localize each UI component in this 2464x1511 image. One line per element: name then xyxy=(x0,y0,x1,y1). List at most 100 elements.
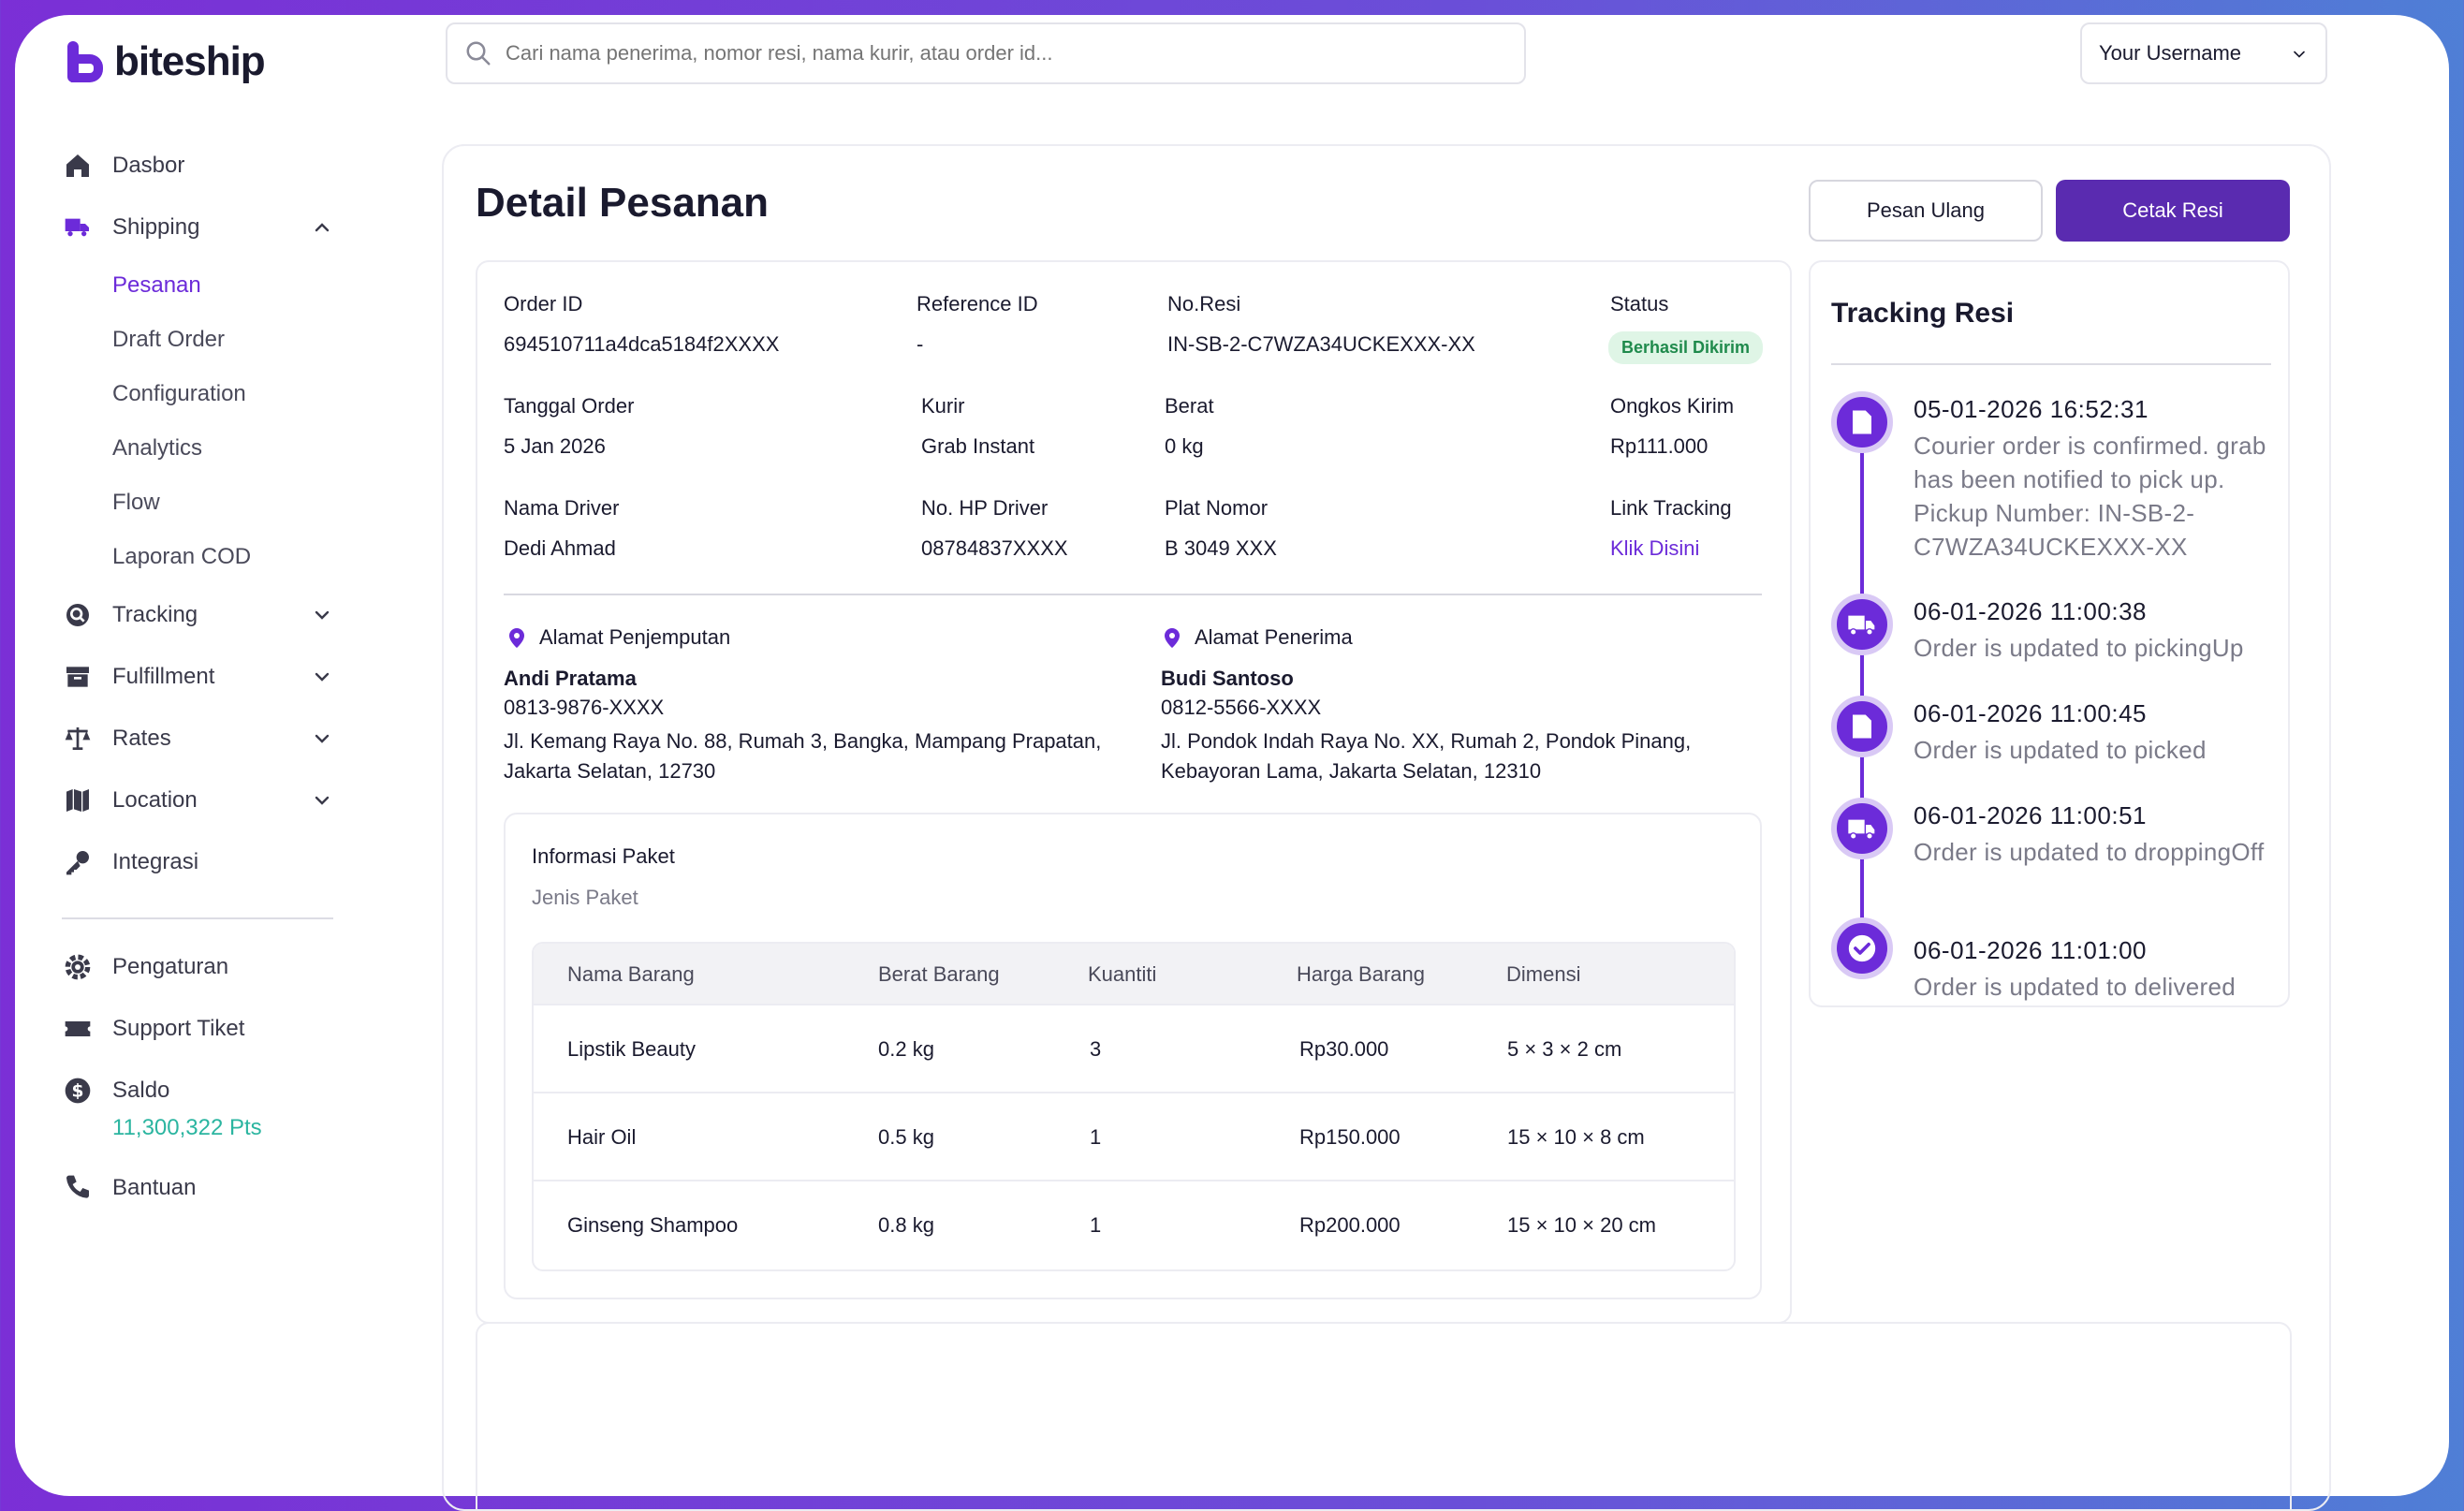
sidebar-subitem-draft-order[interactable]: Draft Order xyxy=(112,327,226,352)
scale-icon xyxy=(62,723,94,755)
saldo-points: 11,300,322 Pts xyxy=(112,1115,262,1140)
print-receipt-button[interactable]: Cetak Resi xyxy=(2056,180,2290,242)
reference-id-label: Reference ID xyxy=(917,292,1038,315)
pickup-name: Andi Pratama xyxy=(504,667,637,690)
sidebar-subitem-flow[interactable]: Flow xyxy=(112,490,160,515)
chevron-down-icon[interactable] xyxy=(311,666,333,688)
brand-name: biteship xyxy=(114,38,266,84)
sidebar-item-integrasi[interactable]: Integrasi xyxy=(62,831,333,893)
item-weight: 0.8 kg xyxy=(878,1213,934,1237)
item-name: Ginseng Shampoo xyxy=(567,1213,739,1237)
sidebar-item-support-tiket[interactable]: Support Tiket xyxy=(62,998,333,1060)
event-description: Order is updated to droppingOff xyxy=(1914,838,2265,866)
sidebar-item-tracking[interactable]: Tracking xyxy=(62,584,333,646)
document-icon xyxy=(1853,410,1871,434)
order-date-value: 5 Jan 2026 xyxy=(504,434,606,458)
sidebar-subitem-pesanan[interactable]: Pesanan xyxy=(112,272,201,298)
order-id-label: Order ID xyxy=(504,292,583,315)
check-circle-icon xyxy=(1848,934,1876,962)
main-card xyxy=(442,144,2331,1511)
tracking-link-label: Link Tracking xyxy=(1610,496,1732,520)
event-description: Order is updated to delivered xyxy=(1914,973,2237,1001)
item-weight: 0.2 kg xyxy=(878,1037,934,1061)
sidebar-item-label: Rates xyxy=(112,726,171,751)
sidebar-item-label: Location xyxy=(112,787,198,813)
timeline-dot xyxy=(1831,594,1893,655)
package-type-label: Jenis Paket xyxy=(532,886,638,909)
sidebar-nav: Dasbor Shipping Pesanan Draft Order Conf… xyxy=(62,135,333,1219)
sidebar-item-dasbor[interactable]: Dasbor xyxy=(62,135,333,197)
shipping-truck-icon xyxy=(62,212,94,243)
column-header: Dimensi xyxy=(1506,962,1581,986)
receiver-name: Budi Santoso xyxy=(1161,667,1294,690)
svg-text:$: $ xyxy=(72,1082,84,1102)
tracking-link[interactable]: Klik Disini xyxy=(1610,536,1700,560)
sidebar-item-label: Shipping xyxy=(112,214,200,240)
chevron-down-icon[interactable] xyxy=(311,789,333,812)
column-header: Harga Barang xyxy=(1297,962,1425,986)
event-description: Courier order is confirmed. grab has bee… xyxy=(1914,432,2266,561)
package-items-table: Nama Barang Berat Barang Kuantiti Harga … xyxy=(532,942,1736,1271)
search-input[interactable] xyxy=(506,41,1479,66)
reference-id-value: - xyxy=(917,332,924,356)
tracking-title: Tracking Resi xyxy=(1831,298,2015,329)
resi-label: No.Resi xyxy=(1167,292,1241,315)
chevron-down-icon xyxy=(2294,51,2305,58)
tracking-divider xyxy=(1831,363,2271,365)
biteship-logo-icon xyxy=(67,41,105,82)
reorder-button[interactable]: Pesan Ulang xyxy=(1809,180,2043,242)
brand-logo[interactable]: biteship xyxy=(67,28,266,95)
item-name: Hair Oil xyxy=(567,1125,637,1149)
column-header: Berat Barang xyxy=(878,962,1000,986)
sidebar-item-pengaturan[interactable]: Pengaturan xyxy=(62,936,333,998)
table-row: Ginseng Shampoo 0.8 kg 1 Rp200.000 15 × … xyxy=(534,1180,1734,1268)
event-description: Order is updated to pickingUp xyxy=(1914,634,2244,662)
dollar-circle-icon: $ xyxy=(62,1075,94,1107)
sidebar-subitem-laporan-cod[interactable]: Laporan COD xyxy=(112,544,252,569)
table-row: Lipstik Beauty 0.2 kg 3 Rp30.000 5 × 3 ×… xyxy=(534,1004,1734,1092)
truck-icon xyxy=(1848,819,1875,840)
receiver-title-text: Alamat Penerima xyxy=(1195,625,1353,649)
gear-icon xyxy=(62,951,94,983)
item-dimension: 15 × 10 × 20 cm xyxy=(1507,1213,1656,1237)
sidebar-item-shipping[interactable]: Shipping xyxy=(62,197,333,258)
driver-phone-label: No. HP Driver xyxy=(921,496,1049,520)
order-id-value: 694510711a4dca5184f2XXXX xyxy=(504,332,780,356)
sidebar-item-rates[interactable]: Rates xyxy=(62,708,333,770)
item-price: Rp150.000 xyxy=(1299,1125,1401,1149)
receiver-address-line1: Jl. Pondok Indah Raya No. XX, Rumah 2, P… xyxy=(1161,729,1692,753)
receiver-phone: 0812-5566-XXXX xyxy=(1161,696,1322,719)
sidebar-subitem-analytics[interactable]: Analytics xyxy=(112,435,203,461)
item-weight: 0.5 kg xyxy=(878,1125,934,1149)
pickup-phone: 0813-9876-XXXX xyxy=(504,696,665,719)
home-icon xyxy=(62,150,94,182)
key-icon xyxy=(62,846,94,878)
search-bar[interactable] xyxy=(446,22,1526,84)
detail-divider xyxy=(504,594,1762,595)
archive-box-icon xyxy=(62,661,94,693)
chevron-down-icon[interactable] xyxy=(311,727,333,750)
courier-label: Kurir xyxy=(921,394,965,418)
plate-value: B 3049 XXX xyxy=(1165,536,1277,560)
column-header: Kuantiti xyxy=(1088,962,1157,986)
truck-icon xyxy=(1848,615,1875,636)
sidebar-item-location[interactable]: Location xyxy=(62,770,333,831)
shipping-cost-label: Ongkos Kirim xyxy=(1610,394,1735,418)
pickup-title-text: Alamat Penjemputan xyxy=(539,625,731,649)
sidebar-item-saldo[interactable]: $ Saldo xyxy=(62,1060,333,1122)
pickup-address-title: Alamat Penjemputan xyxy=(506,625,730,650)
user-menu[interactable]: Your Username xyxy=(2080,22,2327,84)
chevron-down-icon[interactable] xyxy=(311,604,333,626)
sidebar-item-bantuan[interactable]: Bantuan xyxy=(62,1157,333,1219)
sidebar-subitem-configuration[interactable]: Configuration xyxy=(112,381,246,406)
status-badge: Berhasil Dikirim xyxy=(1608,331,1764,364)
chevron-up-icon[interactable] xyxy=(311,216,333,239)
sidebar-item-label: Pengaturan xyxy=(112,954,229,979)
sidebar-item-fulfillment[interactable]: Fulfillment xyxy=(62,646,333,708)
status-label: Status xyxy=(1610,292,1669,315)
event-time: 06-01-2026 11:00:51 xyxy=(1914,801,2147,829)
driver-phone-value: 08784837XXXX xyxy=(921,536,1068,560)
timeline-dot xyxy=(1831,391,1893,453)
event-time: 06-01-2026 11:00:45 xyxy=(1914,699,2147,727)
sidebar-item-label: Tracking xyxy=(112,602,198,627)
